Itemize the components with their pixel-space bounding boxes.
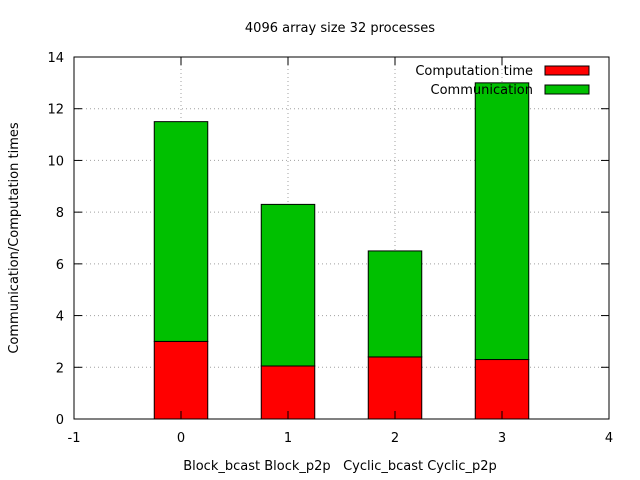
x-tick-label: 3 [498,431,506,446]
legend-label: Computation time [415,64,533,79]
bar-communication-1 [260,203,316,367]
bar-computation-0 [153,340,209,420]
x-tick-label: 2 [391,431,399,446]
legend-label: Communication [431,83,533,98]
y-tick-label: 6 [56,258,64,273]
x-axis-label: Block_bcast Block_p2p Cyclic_bcast Cycli… [183,459,497,474]
y-tick-label: 14 [47,51,64,66]
x-tick-label: -1 [68,431,81,446]
y-tick-label: 8 [56,206,64,221]
x-tick-label: 4 [605,431,613,446]
chart-title: 4096 array size 32 processes [245,21,435,36]
x-tick-label: 1 [284,431,292,446]
bar-communication-2 [367,250,423,358]
y-tick-label: 4 [56,310,64,325]
plot-frame [73,56,610,420]
bars [153,82,530,420]
y-tick-label: 10 [47,154,64,169]
bar-computation-1 [260,365,316,420]
legend-swatch [544,65,590,76]
legend: Computation time Communication [415,64,590,98]
y-tick-label: 2 [56,361,64,376]
y-tick-label: 0 [56,413,64,428]
x-tick-label: 0 [177,431,185,446]
bar-communication-3 [474,82,530,361]
bar-computation-3 [474,359,530,420]
legend-swatch [544,84,590,95]
bar-communication-0 [153,121,209,342]
bar-computation-2 [367,356,423,420]
y-axis-label: Communication/Computation times [7,122,22,353]
y-tick-label: 12 [47,103,64,118]
